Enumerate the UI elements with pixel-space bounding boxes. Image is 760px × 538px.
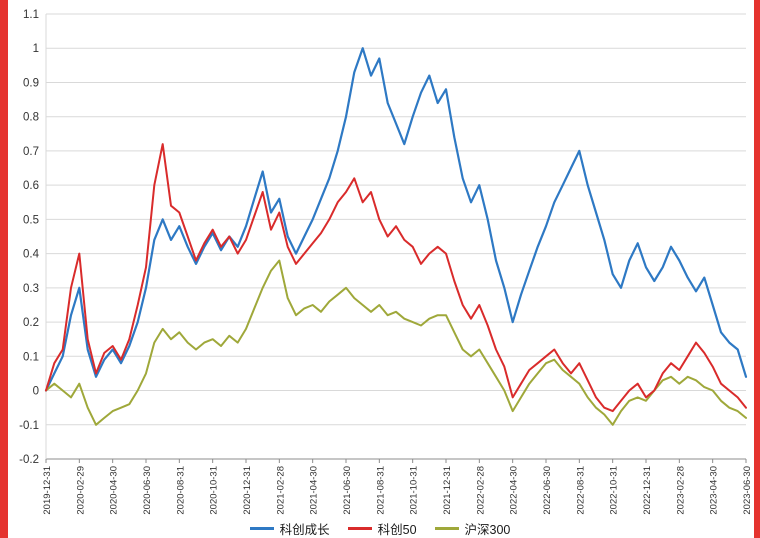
svg-text:2021-12-31: 2021-12-31 <box>442 466 453 515</box>
legend-label-kechuang-growth: 科创成长 <box>279 523 330 537</box>
svg-text:-0.1: -0.1 <box>19 420 39 432</box>
svg-text:-0.2: -0.2 <box>19 454 39 466</box>
svg-text:2023-04-30: 2023-04-30 <box>709 466 720 515</box>
svg-text:0.8: 0.8 <box>23 112 39 124</box>
series-line-kechuang-50 <box>45 143 747 413</box>
svg-text:2021-10-31: 2021-10-31 <box>409 466 420 515</box>
legend-item-kechuang-growth: 科创成长 <box>249 519 330 538</box>
y-axis-labels: -0.2 -0.1 0 0.1 0.2 0.3 0.4 0.5 0.6 0.7 0.8 0.9 1 1.1 <box>19 9 39 466</box>
svg-text:2020-12-31: 2020-12-31 <box>242 466 253 515</box>
legend-swatch-hushen-300 <box>434 527 459 530</box>
svg-text:2021-04-30: 2021-04-30 <box>309 466 320 515</box>
svg-text:0.5: 0.5 <box>23 214 39 226</box>
svg-text:0.4: 0.4 <box>23 249 40 261</box>
series-line-kechuang-growth <box>44 47 748 392</box>
chart-legend: 科创成长 科创50 沪深300 <box>0 519 760 538</box>
svg-text:2020-04-30: 2020-04-30 <box>109 466 120 515</box>
x-axis-ticks <box>45 459 747 463</box>
legend-swatch-kechuang-50 <box>347 527 372 530</box>
legend-item-kechuang-50: 科创50 <box>347 519 417 538</box>
svg-text:2023-06-30: 2023-06-30 <box>742 466 753 515</box>
left-red-strip <box>0 0 8 538</box>
svg-text:0: 0 <box>33 386 39 398</box>
svg-text:0.6: 0.6 <box>23 180 39 192</box>
svg-text:0.3: 0.3 <box>23 283 39 295</box>
svg-text:2022-04-30: 2022-04-30 <box>509 466 520 515</box>
svg-text:2022-12-31: 2022-12-31 <box>642 466 653 515</box>
svg-text:0.7: 0.7 <box>23 146 39 158</box>
svg-text:2021-06-30: 2021-06-30 <box>342 466 353 515</box>
svg-text:2023-02-28: 2023-02-28 <box>675 466 686 515</box>
svg-text:2022-06-30: 2022-06-30 <box>542 466 553 515</box>
svg-text:1.1: 1.1 <box>23 9 39 21</box>
svg-text:1: 1 <box>33 43 39 55</box>
series-lines <box>44 47 748 426</box>
svg-text:0.1: 0.1 <box>23 351 39 363</box>
gridlines <box>46 13 746 460</box>
legend-item-hushen-300: 沪深300 <box>434 519 511 538</box>
svg-text:2022-08-31: 2022-08-31 <box>575 466 586 515</box>
svg-text:2019-12-31: 2019-12-31 <box>42 466 53 515</box>
svg-text:2022-02-28: 2022-02-28 <box>475 466 486 515</box>
svg-text:2020-10-31: 2020-10-31 <box>209 466 220 515</box>
svg-text:2020-02-29: 2020-02-29 <box>75 466 86 515</box>
svg-text:2020-08-31: 2020-08-31 <box>175 466 186 515</box>
right-red-strip <box>754 0 760 538</box>
svg-text:2021-08-31: 2021-08-31 <box>375 466 386 515</box>
legend-swatch-kechuang-growth <box>249 527 274 530</box>
x-axis-labels: 2019-12-31 2020-02-29 2020-04-30 2020-06-30… <box>42 466 753 515</box>
legend-label-kechuang-50: 科创50 <box>377 523 417 537</box>
svg-text:2020-06-30: 2020-06-30 <box>142 466 153 515</box>
series-line-hushen-300 <box>45 259 747 426</box>
svg-text:0.9: 0.9 <box>23 77 39 89</box>
svg-text:2021-02-28: 2021-02-28 <box>275 466 286 515</box>
svg-text:2022-10-31: 2022-10-31 <box>609 466 620 515</box>
legend-label-hushen-300: 沪深300 <box>464 523 511 537</box>
svg-text:0.2: 0.2 <box>23 317 39 329</box>
